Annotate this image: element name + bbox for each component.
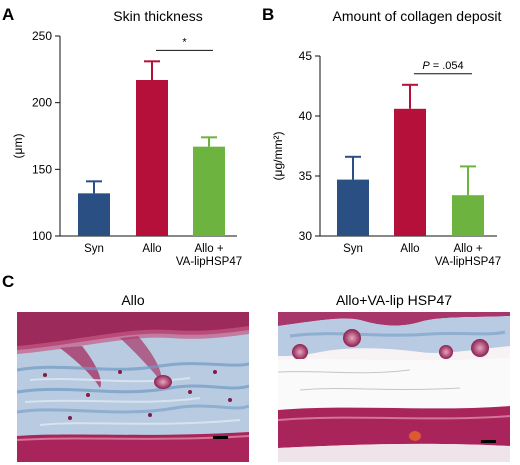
bar <box>394 108 426 236</box>
histology-left-label: Allo <box>121 292 145 308</box>
panel-label-a: A <box>2 5 14 24</box>
category-label: Syn <box>84 243 104 255</box>
bar <box>136 80 168 236</box>
chart-collagen-deposit: Amount of collagen deposit 30 35 40 45 (μg/mm… <box>271 8 502 268</box>
category-label: Syn <box>343 243 363 255</box>
significance-label: * <box>182 36 187 48</box>
bar <box>78 193 110 236</box>
histology-image-allo <box>17 312 249 462</box>
y-tick-label: 45 <box>299 49 313 63</box>
category-label: Allo <box>400 243 419 255</box>
category-label: Allo + VA-lipHSP47 <box>176 243 242 268</box>
chart-title: Amount of collagen deposit <box>333 8 502 24</box>
y-tick-label: 40 <box>299 109 313 123</box>
category-label: Allo <box>142 243 161 255</box>
y-tick-label: 35 <box>299 169 313 183</box>
y-axis-label: (μm) <box>11 134 25 159</box>
chart-skin-thickness: Skin thickness 100 150 200 250 (μm) Syn Allo All… <box>11 8 242 268</box>
y-tick-label: 200 <box>32 96 52 110</box>
significance-label: P = .054 <box>422 60 463 72</box>
panel-label-b: B <box>262 5 274 24</box>
histology-image-allo-va-lip-hsp47 <box>278 312 510 462</box>
y-tick-label: 100 <box>32 229 52 243</box>
chart-title: Skin thickness <box>113 8 202 24</box>
y-axis-label: (μg/mm²) <box>271 132 285 181</box>
histology-right-label: Allo+VA-lip HSP47 <box>336 292 452 308</box>
y-tick-label: 250 <box>32 29 52 43</box>
bar <box>337 179 369 236</box>
panel-label-c: C <box>2 272 14 291</box>
bar <box>193 146 225 236</box>
y-tick-label: 150 <box>32 162 52 176</box>
category-label: Allo + VA-lipHSP47 <box>435 243 501 268</box>
bar <box>452 195 484 236</box>
y-tick-label: 30 <box>299 229 313 243</box>
